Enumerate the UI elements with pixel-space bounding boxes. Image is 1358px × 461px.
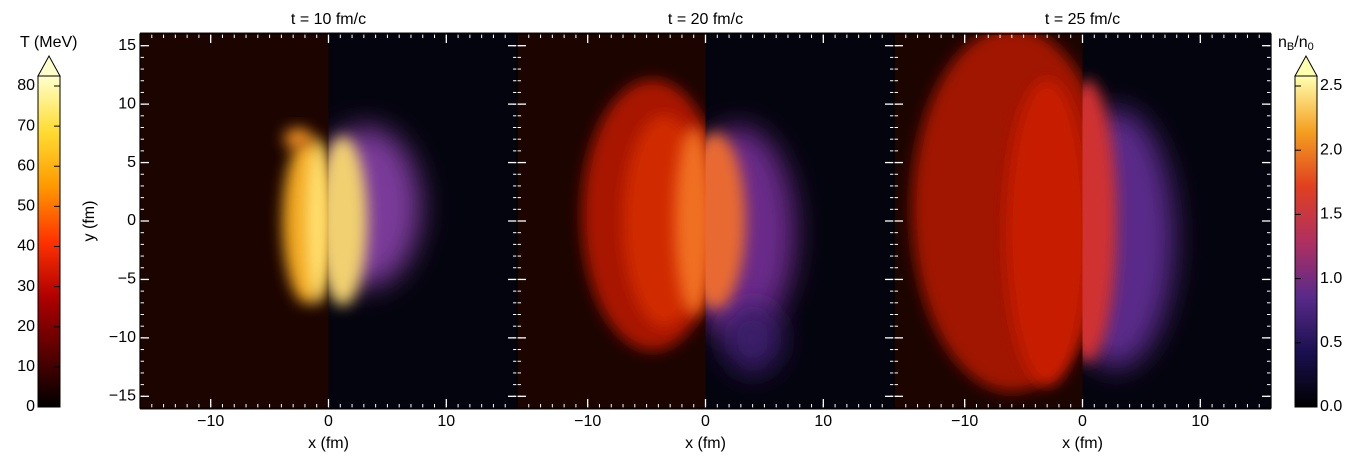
colorbar-tick-label: 30: [17, 278, 35, 295]
colorbar-tick-label: 50: [17, 198, 35, 215]
y-tick-label: 0: [127, 212, 136, 229]
y-tick-label: 5: [127, 154, 136, 171]
colorbar-tick-label: 2.5: [1320, 77, 1342, 94]
x-tick-label: 0: [324, 413, 333, 430]
colorbar-tick-label: 0.0: [1320, 398, 1342, 415]
colorbar-label: nB/n0: [1278, 34, 1314, 53]
y-tick-label: −5: [118, 271, 136, 288]
colorbar-label: T (MeV): [20, 34, 77, 51]
colorbar-tick-label: 20: [17, 318, 35, 335]
panel-title: t = 10 fm/c: [291, 11, 366, 28]
x-tick-label: 10: [1191, 413, 1209, 430]
x-tick-label: 10: [437, 413, 455, 430]
x-tick-label: 0: [1078, 413, 1087, 430]
heatmap-field: [894, 32, 1271, 410]
colorbar-tick-label: 0: [26, 398, 35, 415]
y-tick-label: 15: [118, 37, 136, 54]
x-axis-label: x (fm): [1062, 435, 1103, 452]
x-axis-label: x (fm): [685, 435, 726, 452]
y-tick-label: −15: [109, 388, 136, 405]
x-tick-label: 0: [701, 413, 710, 430]
colorbar-tick-label: 1.5: [1320, 206, 1342, 223]
colorbar-extension: [1294, 54, 1318, 77]
panel-title: t = 25 fm/c: [1045, 11, 1120, 28]
x-tick-label: −10: [951, 413, 978, 430]
colorbar-frame: [37, 75, 61, 408]
colorbar-tick-label: 0.5: [1320, 334, 1342, 351]
colorbar-tick-label: 1.0: [1320, 270, 1342, 287]
x-tick-label: 10: [814, 413, 832, 430]
x-tick-label: −10: [574, 413, 601, 430]
colorbar: [38, 76, 60, 407]
panel-frame: [893, 33, 1272, 409]
colorbar-tick-label: 2.0: [1320, 141, 1342, 158]
y-tick-label: −10: [109, 329, 136, 346]
colorbar-frame: [1294, 75, 1318, 408]
colorbar: [1295, 76, 1317, 407]
colorbar-tick-label: 80: [17, 77, 35, 94]
colorbar-tick-label: 10: [17, 358, 35, 375]
colorbar-tick-label: 60: [17, 157, 35, 174]
heatmap-field: [140, 32, 517, 410]
heatmap-field: [517, 32, 894, 410]
colorbar-extension: [37, 54, 61, 77]
colorbar-tick-label: 40: [17, 238, 35, 255]
x-axis-label: x (fm): [308, 435, 349, 452]
y-axis-label: y (fm): [81, 201, 98, 242]
colorbar-tick-label: 70: [17, 117, 35, 134]
x-tick-label: −10: [197, 413, 224, 430]
y-tick-label: 10: [118, 95, 136, 112]
panel-title: t = 20 fm/c: [668, 11, 743, 28]
